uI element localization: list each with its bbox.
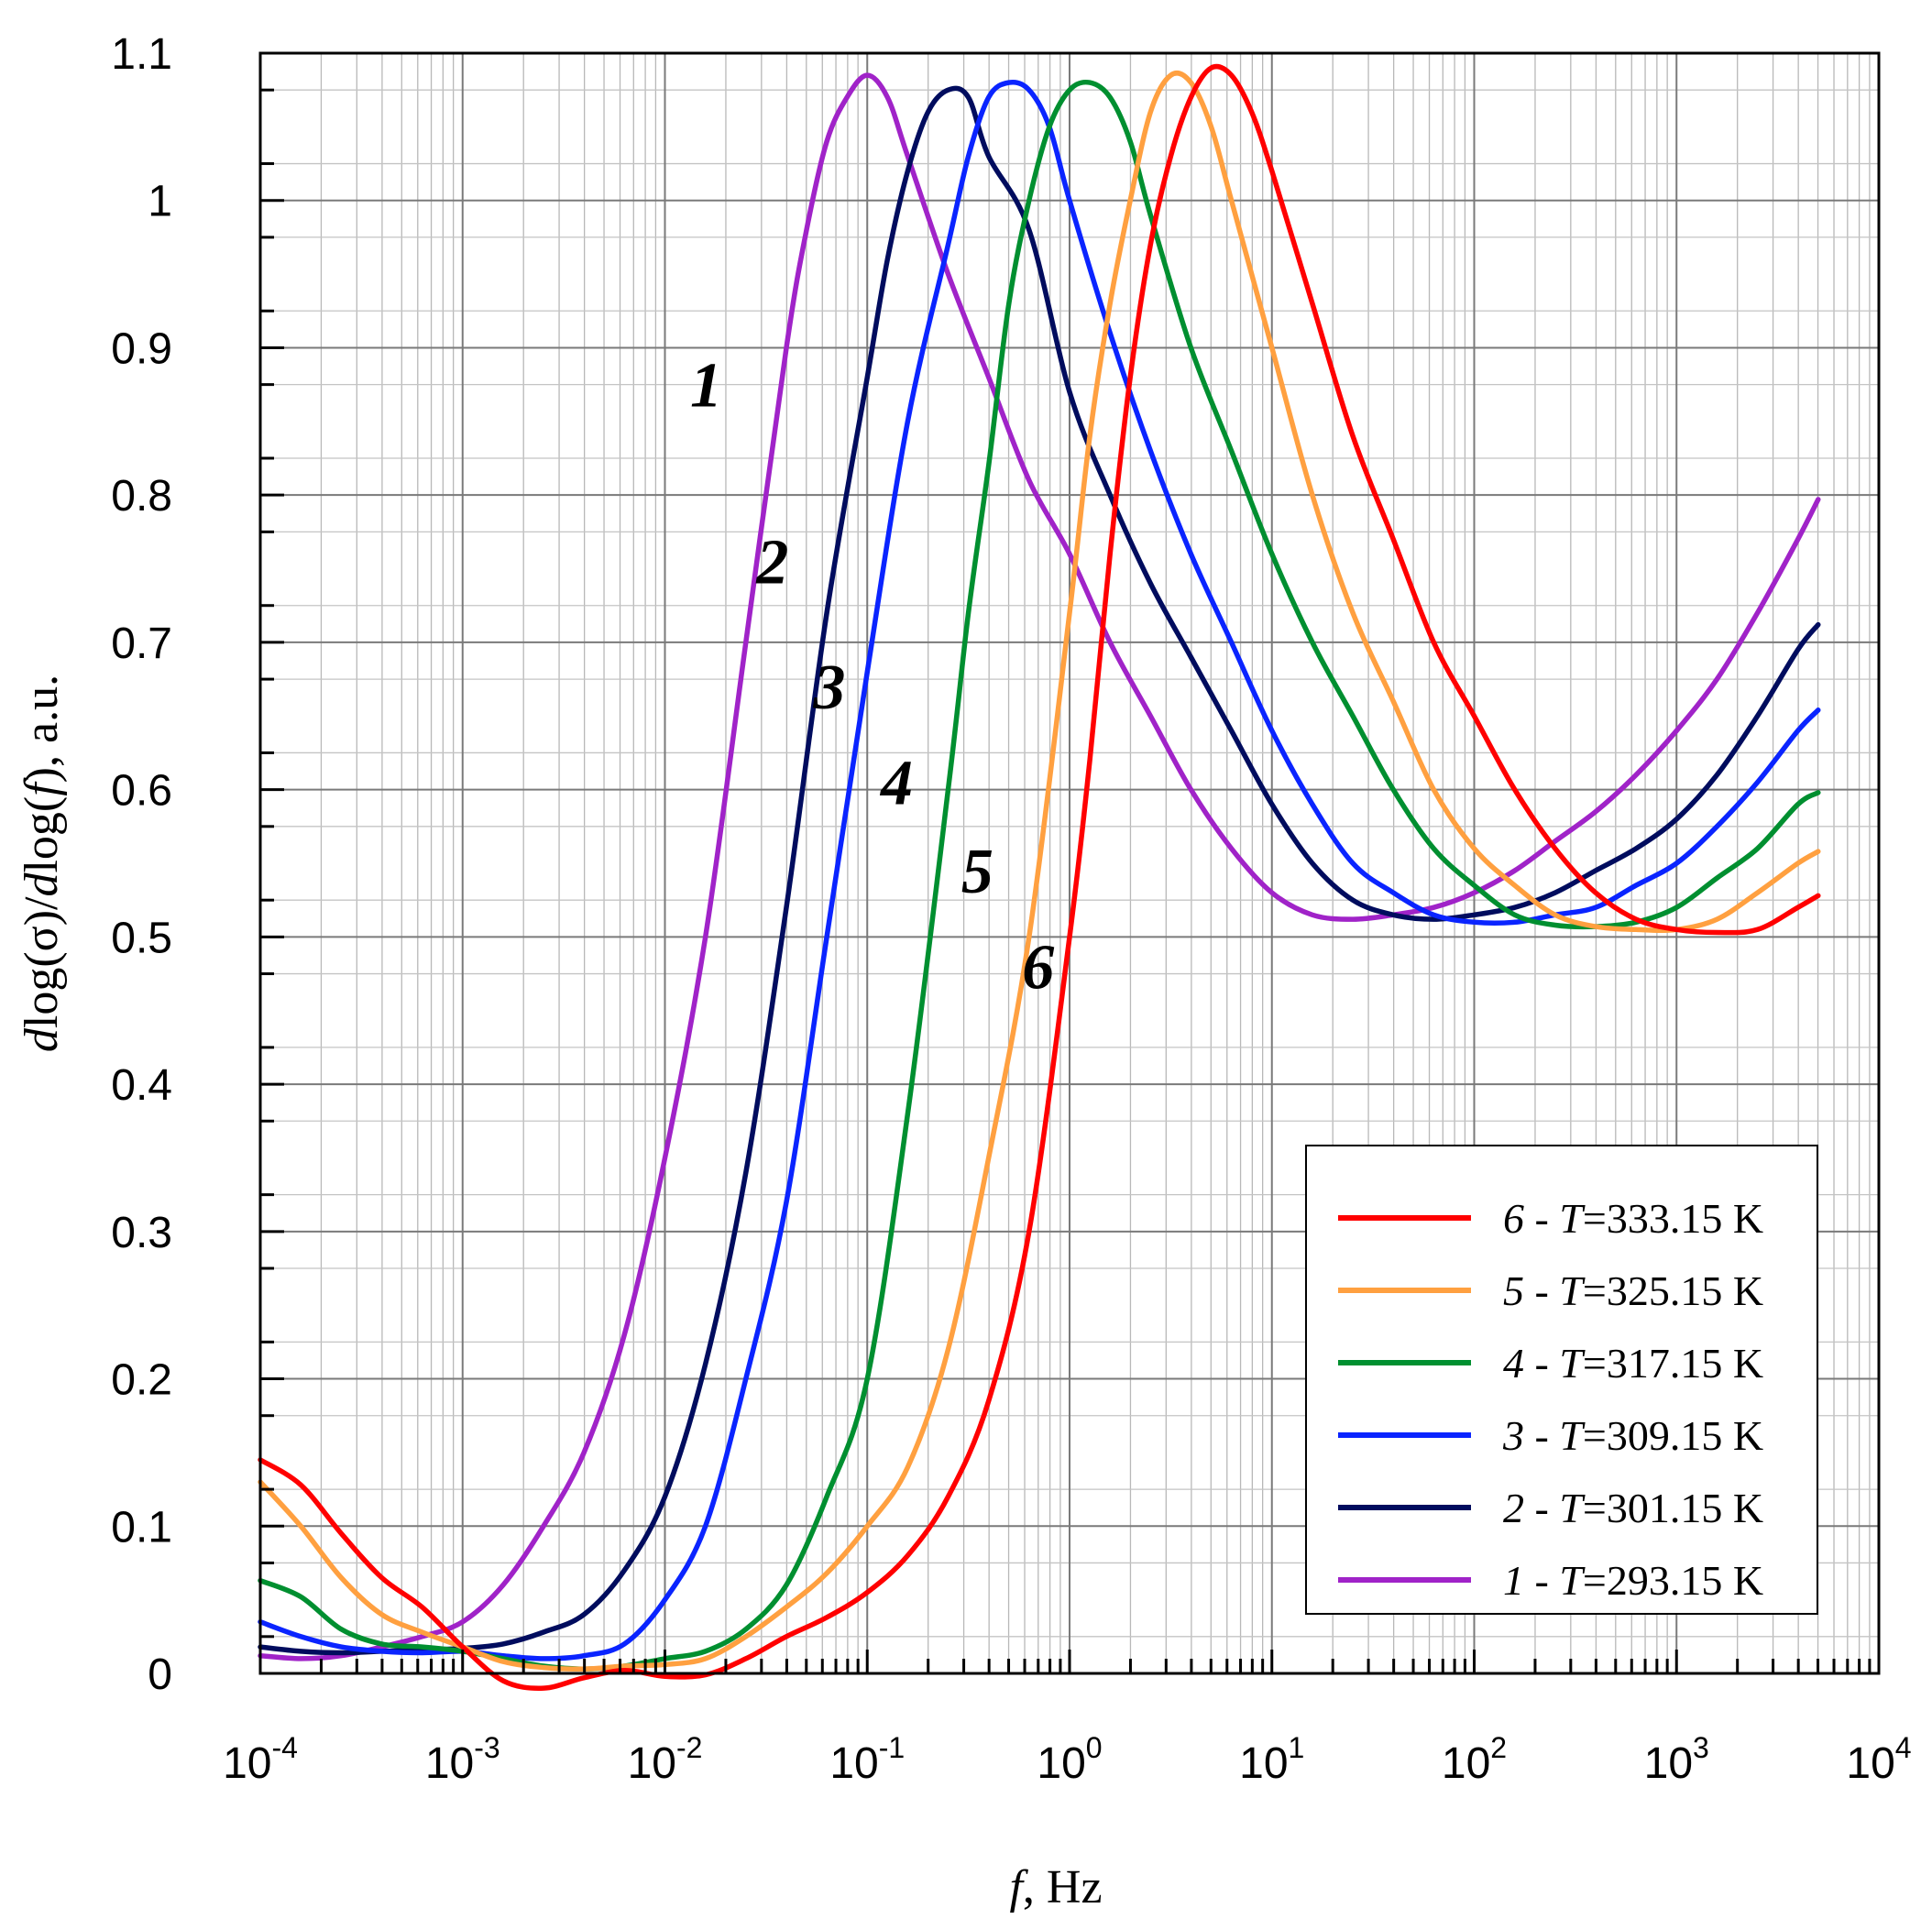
- legend-entry-3: 3 - T=309.15 K: [1502, 1412, 1763, 1459]
- curve-label-6: 6: [1022, 933, 1054, 1003]
- x-tick-label: 100: [1037, 1731, 1102, 1788]
- y-tick-label: 0.6: [111, 767, 172, 816]
- y-tick-label: 0.8: [111, 472, 172, 521]
- x-tick-label: 10-3: [425, 1731, 500, 1788]
- legend-entry-4: 4 - T=317.15 K: [1503, 1340, 1763, 1387]
- curve-label-5: 5: [961, 837, 993, 907]
- curve-label-4: 4: [879, 749, 913, 819]
- y-tick-label: 0.3: [111, 1209, 172, 1257]
- y-axis-title: dlog(σ)/dlog(f), a.u.: [16, 674, 68, 1052]
- y-tick-label: 0.9: [111, 324, 172, 373]
- tick-labels: 0 0.1 0.2 0.3 0.4 0.5 0.6 0.7 0.8 0.9 1 1.1 10-4 10-3…: [111, 30, 1911, 1788]
- curve-label-3: 3: [812, 652, 845, 723]
- y-tick-label: 1.1: [111, 30, 172, 79]
- x-axis-title: f, Hz: [1009, 1861, 1102, 1914]
- y-tick-label: 0: [148, 1650, 172, 1699]
- x-axis-unit: , Hz: [1023, 1861, 1103, 1914]
- legend-box: [1305, 1145, 1818, 1615]
- y-tick-label: 0.4: [111, 1061, 172, 1110]
- x-tick-label: 10-1: [829, 1731, 905, 1788]
- legend-entry-1: 1 - T=293.15 K: [1503, 1557, 1763, 1604]
- legend-entry-5: 5 - T=325.15 K: [1503, 1267, 1763, 1314]
- x-tick-label: 10-2: [628, 1731, 703, 1788]
- y-tick-label: 0.5: [111, 914, 172, 962]
- axes: [258, 51, 1881, 1675]
- y-tick-label: 0.2: [111, 1356, 172, 1405]
- legend: 6 - T=333.15 K 5 - T=325.15 K 4 - T=317.15…: [1305, 1145, 1818, 1615]
- y-tick-label: 0.7: [111, 620, 172, 668]
- series-line-1: [258, 72, 1821, 1661]
- grid: [259, 52, 1880, 1674]
- series-line-5: [258, 71, 1821, 1672]
- x-tick-label: 103: [1644, 1731, 1709, 1788]
- legend-entry-6: 6 - T=333.15 K: [1503, 1195, 1763, 1242]
- y-tick-label: 1: [148, 178, 172, 226]
- series-line-2: [258, 85, 1821, 1656]
- series-line-3: [258, 79, 1821, 1661]
- x-tick-label: 10-4: [223, 1731, 298, 1788]
- legend-entry-2: 2 - T=301.15 K: [1503, 1485, 1763, 1531]
- x-tick-label: 101: [1239, 1731, 1304, 1788]
- x-tick-label: 102: [1442, 1731, 1507, 1788]
- x-tick-label: 104: [1846, 1731, 1911, 1788]
- curve-label-2: 2: [755, 528, 788, 598]
- curve-label-1: 1: [690, 351, 722, 422]
- y-tick-label: 0.1: [111, 1503, 172, 1552]
